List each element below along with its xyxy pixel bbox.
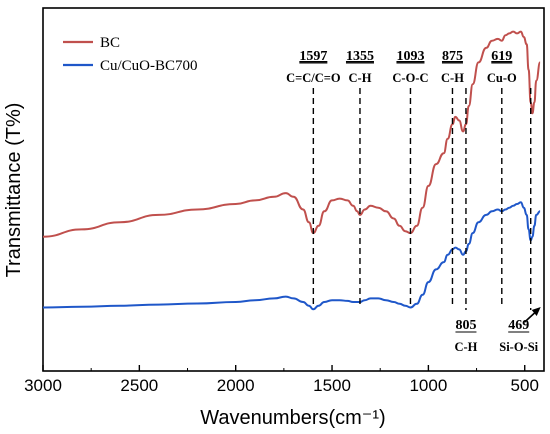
x-tick-label: 500 [511,376,539,395]
peak-number: 1355 [346,49,374,64]
x-tick-label: 3000 [24,376,62,395]
peak-label: C-O-C [392,71,428,85]
x-tick-label: 1500 [313,376,351,395]
peak-number: 805 [455,318,476,333]
series-layer [42,30,542,311]
legend-label: Cu/CuO-BC700 [100,58,198,74]
legend: BC Cu/CuO-BC700 [63,35,198,74]
peak-label: Cu-O [487,71,517,85]
x-tick-label: 2000 [217,376,255,395]
peak-number: 875 [442,49,463,64]
peak-label: C-H [349,71,372,85]
x-tick-label: 1000 [409,376,447,395]
series-line-cu-cuo-bc700 [42,201,541,311]
series-line-bc [42,30,542,238]
peak-label: Si-O-Si [499,340,538,354]
peak-number: 619 [491,49,512,64]
peak-annotation-layer: 1597 C=C/C=O 1355 C-H 1093 C-O-C 875 C-H 619 Cu-O… [286,49,541,354]
tick-layer: 3000 2500 2000 1500 1000 500 [24,365,539,395]
legend-label: BC [100,35,120,51]
peak-number: 1093 [396,49,424,64]
plot-frame [42,7,545,372]
peak-number: 1597 [299,49,327,64]
peak-label: C=C/C=O [286,71,341,85]
peak-label: C-H [441,71,464,85]
y-axis-label: Transmittance (T%) [3,103,25,278]
x-axis-label: Wavenumbers(cm⁻¹) [200,407,385,429]
peak-number: 469 [508,318,529,333]
peak-arrow-head [531,307,541,316]
peak-label: C-H [454,340,477,354]
x-tick-label: 2500 [120,376,158,395]
